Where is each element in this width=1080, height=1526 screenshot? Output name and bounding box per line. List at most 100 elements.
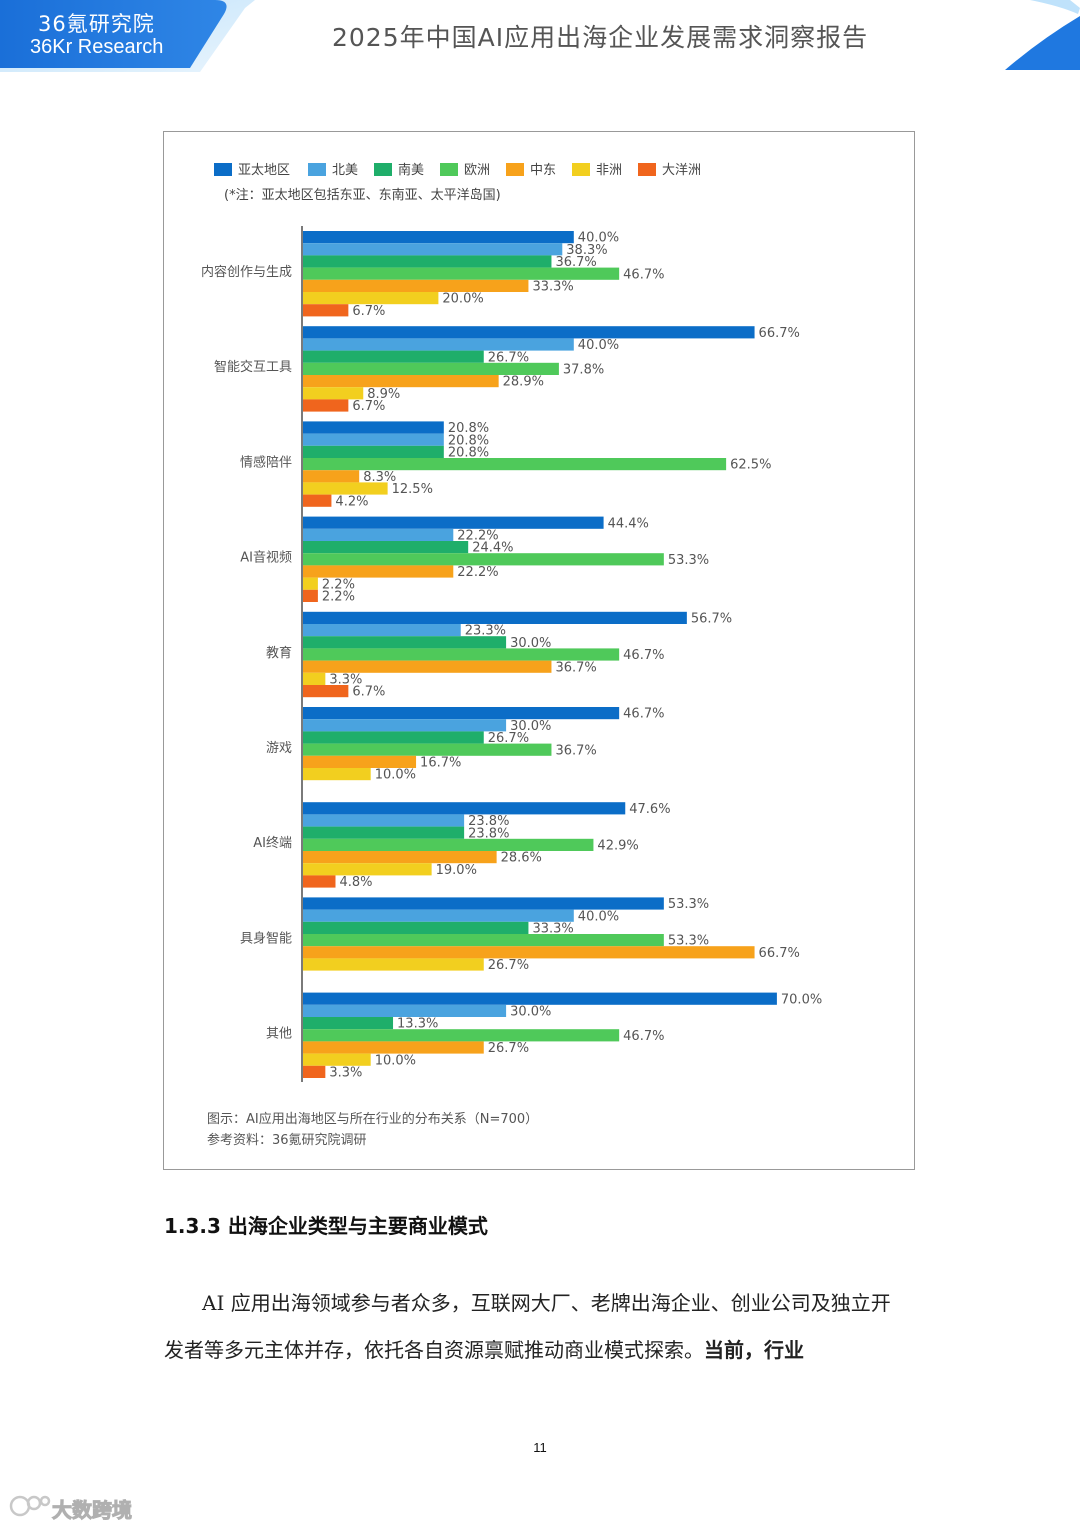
bar-3-2: [303, 541, 469, 554]
legend-label-2: 南美: [398, 162, 424, 178]
category-label-4: 教育: [266, 645, 292, 661]
bar-0-3: [303, 267, 620, 280]
bar-4-0: [303, 611, 687, 624]
legend-label-4: 中东: [530, 163, 556, 178]
bar-label-6-4: 28.6%: [501, 851, 542, 866]
bar-8-6: [303, 1065, 326, 1078]
bar-label-8-0: 70.0%: [781, 992, 822, 1007]
category-label-6: AI终端: [253, 835, 292, 851]
legend-label-6: 大洋洲: [662, 163, 701, 178]
category-label-0: 内容创作与生成: [201, 264, 292, 280]
bar-5-2: [303, 731, 484, 744]
legend-swatch-3: [440, 163, 458, 176]
bar-label-2-1: 20.8%: [448, 433, 489, 448]
bar-2-0: [303, 421, 444, 434]
bar-label-4-1: 23.3%: [465, 624, 506, 639]
bar-7-0: [303, 897, 664, 910]
paragraph-text: AI 应用出海领域参与者众多，互联网大厂、老牌出海企业、创业公司及独立开发者等多…: [164, 1291, 891, 1362]
bar-8-0: [303, 992, 777, 1005]
bar-7-4: [303, 946, 755, 959]
chart-caption: 图示：AI应用出海地区与所在行业的分布关系（N=700）: [207, 1111, 538, 1127]
bar-4-5: [303, 672, 326, 685]
bar-label-3-6: 2.2%: [322, 590, 355, 605]
bar-3-6: [303, 589, 318, 602]
bar-label-6-1: 23.8%: [468, 814, 509, 829]
bar-label-5-5: 10.0%: [375, 768, 416, 783]
bar-label-8-3: 46.7%: [623, 1029, 664, 1044]
bar-6-2: [303, 826, 465, 839]
bar-label-0-2: 36.7%: [555, 255, 596, 270]
legend-swatch-5: [572, 163, 590, 176]
bar-label-2-4: 8.3%: [363, 470, 396, 485]
bar-1-6: [303, 399, 349, 412]
bar-1-0: [303, 326, 755, 339]
bar-label-5-4: 16.7%: [420, 756, 461, 771]
legend-swatch-6: [638, 163, 656, 176]
bar-0-4: [303, 279, 529, 292]
page-header: 36氪研究院 36Kr Research 2025年中国AI应用出海企业发展需求…: [0, 0, 1080, 72]
bar-8-2: [303, 1017, 394, 1030]
bar-2-6: [303, 494, 332, 507]
bar-label-1-4: 28.9%: [503, 375, 544, 390]
bar-label-4-2: 30.0%: [510, 636, 551, 651]
bar-label-7-2: 33.3%: [532, 922, 573, 937]
bar-label-4-6: 6.7%: [352, 685, 385, 700]
bar-label-5-3: 36.7%: [555, 743, 596, 758]
category-label-7: 具身智能: [240, 930, 292, 946]
bar-label-2-0: 20.8%: [448, 421, 489, 436]
bar-label-7-0: 53.3%: [668, 897, 709, 912]
bar-4-3: [303, 648, 620, 661]
bar-label-1-1: 40.0%: [578, 338, 619, 353]
bar-2-5: [303, 482, 388, 495]
bar-label-1-6: 6.7%: [352, 399, 385, 414]
legend-label-3: 欧洲: [464, 163, 490, 178]
bar-1-3: [303, 362, 559, 375]
category-label-8: 其他: [266, 1027, 292, 1042]
bar-label-3-5: 2.2%: [322, 577, 355, 592]
bar-5-3: [303, 743, 552, 756]
bar-5-5: [303, 768, 371, 781]
legend-label-1: 北美: [332, 163, 358, 178]
page-number: 11: [533, 1440, 547, 1455]
bar-4-4: [303, 660, 552, 673]
bar-label-1-5: 8.9%: [367, 387, 400, 402]
bar-label-7-5: 26.7%: [488, 958, 529, 973]
bar-label-2-6: 4.2%: [335, 494, 368, 509]
bar-label-6-6: 4.8%: [339, 875, 372, 890]
bar-label-3-3: 53.3%: [668, 553, 709, 568]
legend-swatch-2: [374, 163, 392, 176]
bar-label-8-1: 30.0%: [510, 1005, 551, 1020]
body-paragraph: AI 应用出海领域参与者众多，互联网大厂、老牌出海企业、创业公司及独立开发者等多…: [164, 1280, 910, 1374]
bar-label-0-0: 40.0%: [578, 231, 619, 246]
bar-7-3: [303, 934, 664, 947]
bar-6-1: [303, 814, 465, 827]
bar-0-2: [303, 255, 552, 268]
bar-2-3: [303, 458, 727, 471]
report-title: 2025年中国AI应用出海企业发展需求洞察报告: [332, 23, 869, 52]
bar-label-6-2: 23.8%: [468, 826, 509, 841]
bar-8-1: [303, 1004, 507, 1017]
bar-label-6-5: 19.0%: [436, 863, 477, 878]
bar-8-4: [303, 1041, 484, 1054]
legend-label-5: 非洲: [596, 163, 622, 178]
bar-0-0: [303, 231, 574, 244]
bar-3-0: [303, 516, 604, 529]
bar-label-5-1: 30.0%: [510, 719, 551, 734]
bar-3-1: [303, 528, 454, 541]
bar-3-3: [303, 553, 664, 566]
bar-8-3: [303, 1029, 620, 1042]
bar-label-0-6: 6.7%: [352, 304, 385, 319]
bar-label-7-3: 53.3%: [668, 934, 709, 949]
bar-7-5: [303, 958, 484, 971]
bar-label-1-3: 37.8%: [563, 363, 604, 378]
legend-label-0: 亚太地区: [238, 163, 290, 178]
bar-3-4: [303, 565, 454, 578]
bar-5-1: [303, 719, 507, 732]
bar-label-3-2: 24.4%: [472, 541, 513, 556]
bar-label-4-5: 3.3%: [329, 673, 362, 688]
watermark-logo-icon: [9, 1495, 51, 1517]
bar-label-8-5: 10.0%: [375, 1053, 416, 1068]
bar-6-6: [303, 875, 336, 888]
bar-label-8-2: 13.3%: [397, 1017, 438, 1032]
